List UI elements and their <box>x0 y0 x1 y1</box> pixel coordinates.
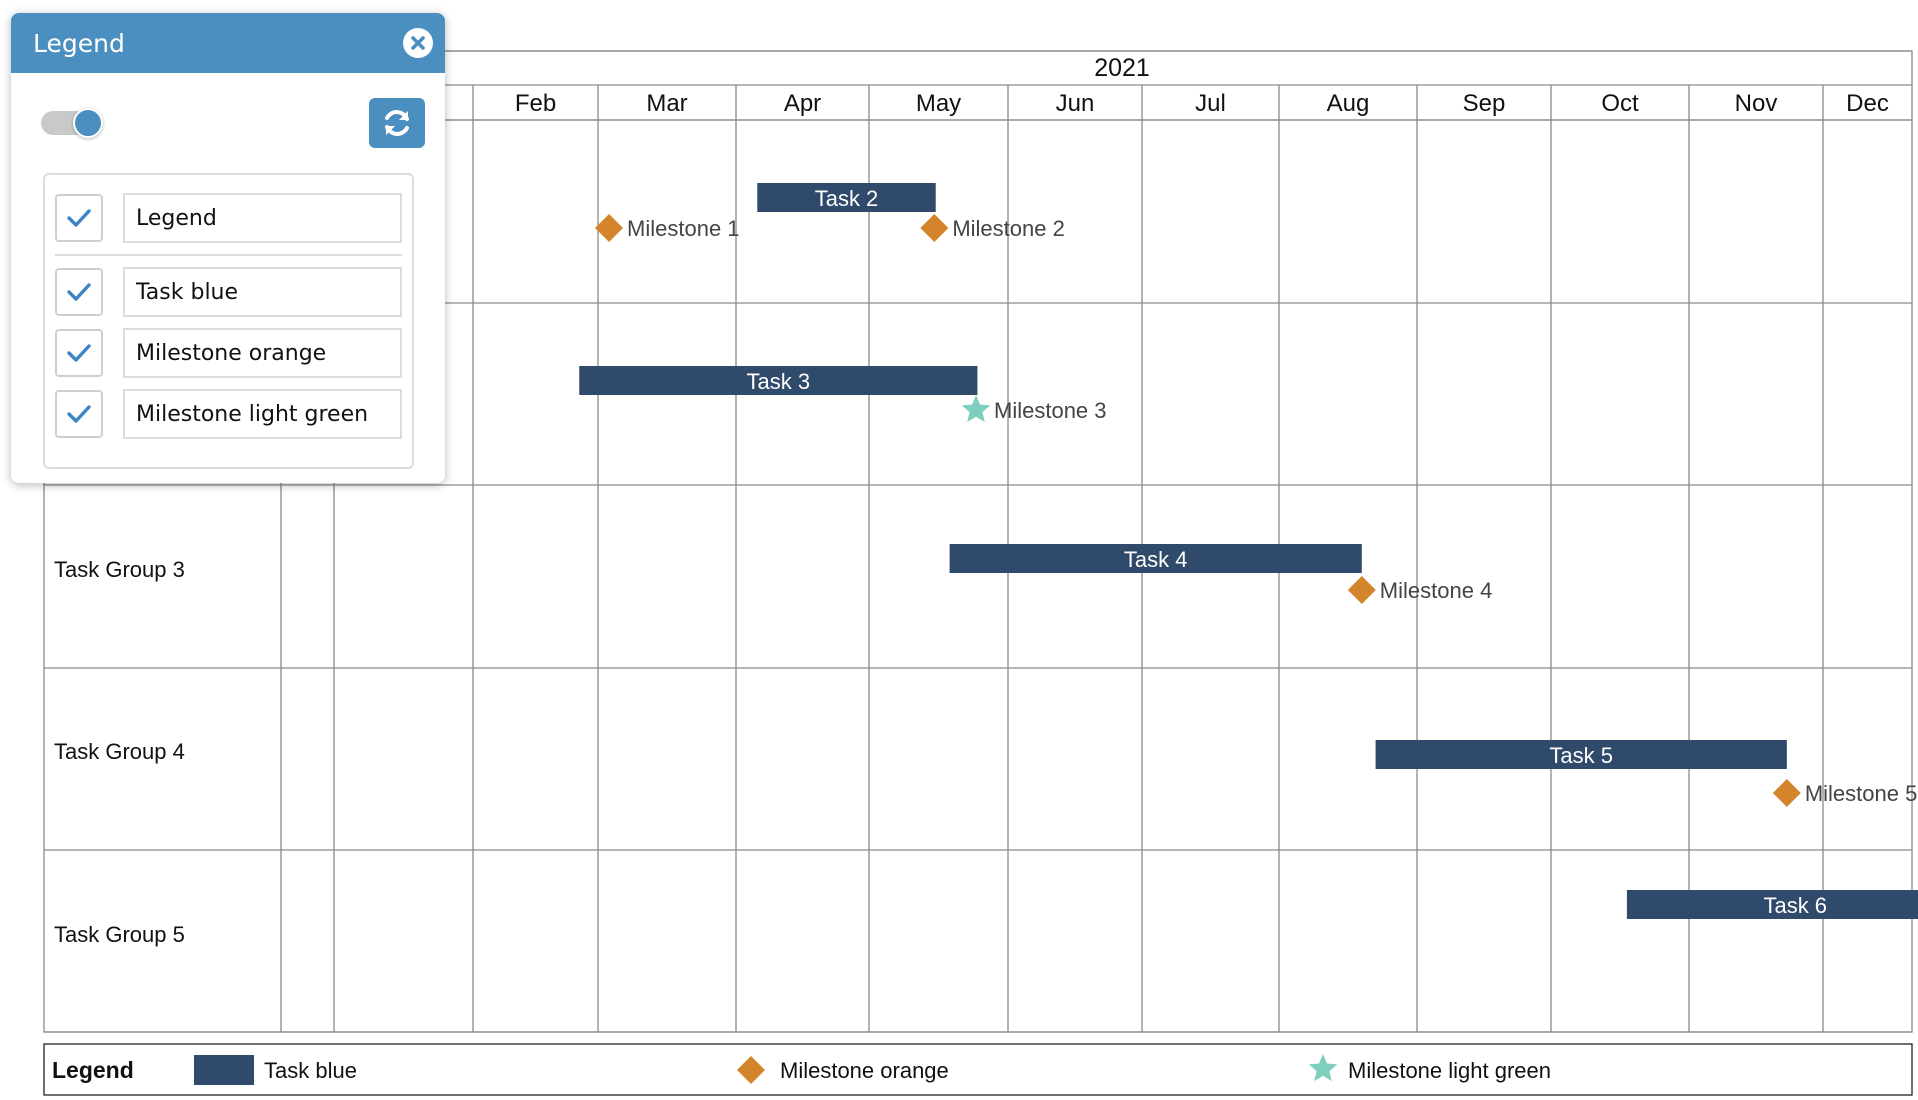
task-label: Task 4 <box>1124 547 1188 572</box>
checkmark-icon <box>67 209 91 227</box>
legend-checkbox[interactable] <box>55 194 103 242</box>
task-label: Task 3 <box>747 369 811 394</box>
task-group-label: Task Group 4 <box>54 739 185 764</box>
legend-item-row: Milestone light green <box>55 389 402 439</box>
task-bar <box>757 183 936 212</box>
diamond-icon <box>1347 576 1376 604</box>
close-button[interactable] <box>403 28 433 58</box>
refresh-icon <box>385 110 409 136</box>
legend-item-row: Legend <box>55 193 402 243</box>
task-bar <box>579 366 978 395</box>
checkmark-icon <box>67 283 91 301</box>
close-icon <box>411 36 425 50</box>
checkmark-icon <box>67 344 91 362</box>
star-icon <box>1308 1054 1338 1082</box>
checkmark-icon <box>67 405 91 423</box>
footer-legend-box <box>43 1043 1913 1096</box>
toggle-knob <box>73 108 103 138</box>
diamond-icon <box>595 214 624 242</box>
milestone-label: Milestone 3 <box>994 398 1107 423</box>
legend-title-input[interactable]: Legend <box>123 193 402 243</box>
task-bar <box>1375 740 1787 769</box>
legend-panel-title: Legend <box>33 28 125 58</box>
month-label: Feb <box>515 90 556 117</box>
task-blue-input[interactable]: Task blue <box>123 267 402 317</box>
month-label: Aug <box>1327 90 1370 117</box>
task-bar <box>1626 890 1918 919</box>
diamond-icon <box>920 214 949 242</box>
milestone-orange-checkbox[interactable] <box>55 329 103 377</box>
footer-legend-title: Legend <box>52 1057 134 1083</box>
footer-legend-label: Milestone light green <box>1348 1058 1551 1083</box>
month-label: May <box>916 90 961 117</box>
milestone-label: Milestone 2 <box>952 216 1065 241</box>
legend-item-row: Milestone orange <box>55 328 402 378</box>
month-label: Nov <box>1735 90 1778 117</box>
month-label: Oct <box>1601 90 1639 117</box>
milestone-orange-input[interactable]: Milestone orange <box>123 328 402 378</box>
legend-panel-controls <box>11 73 445 173</box>
task-group-label: Task Group 3 <box>54 557 185 582</box>
month-label: Mar <box>646 90 687 117</box>
month-label: Jun <box>1056 90 1095 117</box>
task-label: Task 6 <box>1763 893 1827 918</box>
legend-panel: Legend Legend <box>11 13 445 483</box>
star-icon <box>961 395 991 423</box>
task-group-label: Task Group 5 <box>54 922 185 947</box>
month-label: Jul <box>1195 90 1226 117</box>
task-swatch <box>194 1055 254 1085</box>
legend-item-row: Task blue <box>55 267 402 317</box>
task-label: Task 2 <box>815 186 879 211</box>
task-label: Task 5 <box>1549 743 1613 768</box>
month-label: Apr <box>784 90 821 117</box>
legend-panel-header: Legend <box>11 13 445 73</box>
legend-visibility-toggle[interactable] <box>41 108 103 138</box>
month-label: Sep <box>1463 90 1506 117</box>
task-blue-checkbox[interactable] <box>55 268 103 316</box>
legend-items-list: Legend Task blue Milestone orange Milest… <box>43 173 414 469</box>
milestone-label: Milestone 5 <box>1805 781 1918 806</box>
footer-legend-label: Milestone orange <box>780 1058 949 1083</box>
year-label: 2021 <box>1094 54 1150 82</box>
milestone-label: Milestone 1 <box>627 216 740 241</box>
refresh-button[interactable] <box>369 98 425 148</box>
divider <box>55 254 402 256</box>
milestone-label: Milestone 4 <box>1380 578 1493 603</box>
month-label: Dec <box>1846 90 1889 117</box>
milestone-green-checkbox[interactable] <box>55 390 103 438</box>
diamond-icon <box>1772 779 1801 807</box>
diamond-icon <box>737 1056 765 1084</box>
footer-legend-label: Task blue <box>264 1058 357 1083</box>
task-bar <box>949 544 1362 573</box>
milestone-green-input[interactable]: Milestone light green <box>123 389 402 439</box>
